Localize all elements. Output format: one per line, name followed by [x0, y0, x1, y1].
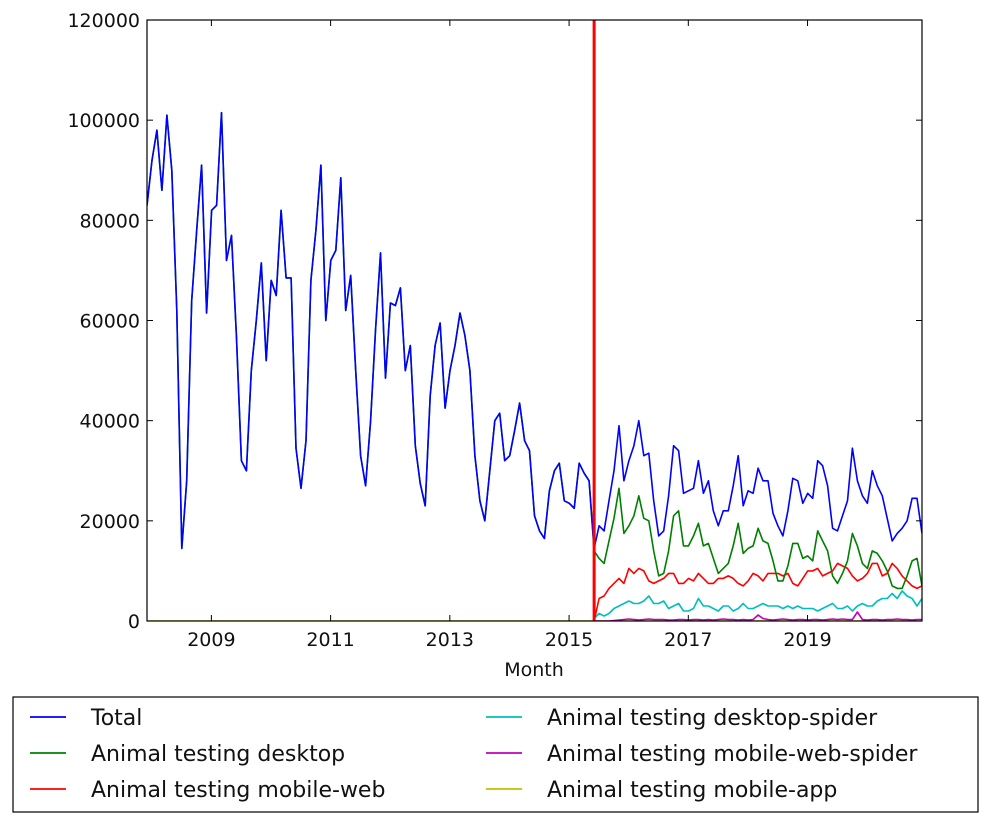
x-axis-label: Month: [504, 659, 564, 681]
legend-label: Animal testing mobile-web: [91, 778, 385, 803]
series-line-total: [147, 111, 922, 550]
x-axis: 2009 2011 2013 2015 2017 2019: [187, 20, 832, 651]
plot-area-lines: [147, 111, 922, 621]
y-tick-label: 40000: [80, 411, 140, 433]
y-tick-label: 100000: [67, 110, 140, 132]
series-line-animal-testing-desktop-spider: [593, 590, 922, 620]
y-tick-label: 0: [128, 611, 140, 633]
legend-label: Animal testing mobile-web-spider: [547, 742, 918, 767]
y-tick-label: 60000: [80, 311, 140, 333]
y-tick-label: 120000: [67, 10, 140, 32]
x-tick-label: 2017: [664, 629, 712, 651]
series-line-animal-testing-mobile-web-spider: [594, 611, 922, 621]
series-line-animal-testing-mobile-web: [593, 562, 922, 621]
y-tick-label: 20000: [80, 511, 140, 533]
x-tick-label: 2013: [426, 629, 474, 651]
legend: Total Animal testing desktop Animal testin…: [12, 696, 979, 813]
y-axis: 0 20000 40000 60000 80000 100000 120000: [67, 10, 922, 633]
x-tick-label: 2011: [306, 629, 354, 651]
legend-label: Animal testing desktop-spider: [547, 706, 878, 731]
x-tick-label: 2009: [187, 629, 235, 651]
x-tick-label: 2019: [783, 629, 831, 651]
plot-frame: [146, 19, 923, 622]
legend-label: Animal testing desktop: [91, 742, 345, 767]
legend-label: Total: [90, 706, 142, 731]
y-tick-label: 80000: [80, 210, 140, 232]
legend-label: Animal testing mobile-app: [547, 778, 837, 803]
x-tick-label: 2015: [545, 629, 593, 651]
